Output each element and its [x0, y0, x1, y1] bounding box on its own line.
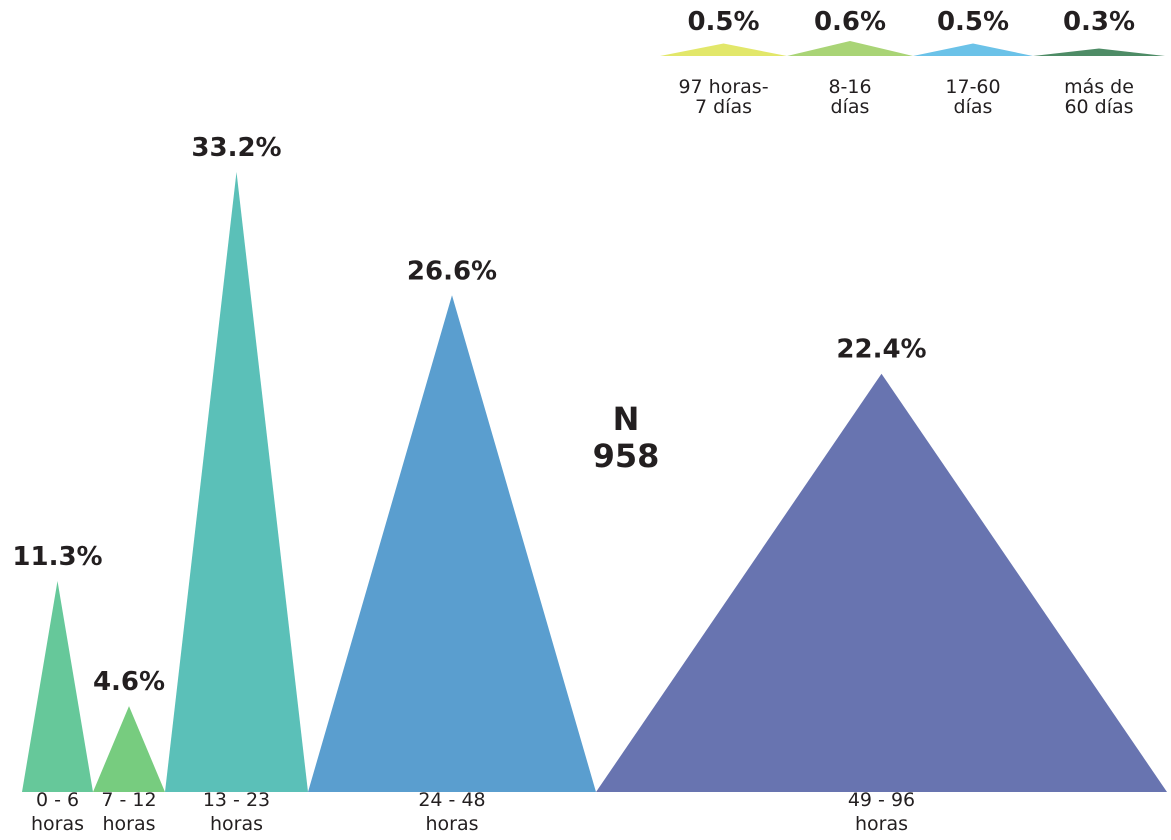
category-label-0-6-horas-line2: horas [31, 813, 84, 835]
triangle-m-s-de-60-d-as [1033, 48, 1165, 56]
n-annotation: N 958 [593, 400, 660, 475]
category-label-24-48-horas-line2: horas [425, 813, 478, 835]
value-label-97-horas-7-d-as: 0.5% [687, 7, 759, 37]
category-label-97-horas-7-d-as-line1: 97 horas- [678, 76, 768, 98]
category-label-97-horas-7-d-as-line2: 7 días [695, 96, 752, 118]
triangle-series [22, 41, 1167, 792]
value-label-7-12-horas: 4.6% [93, 667, 165, 697]
value-label-13-23-horas: 33.2% [191, 133, 281, 163]
triangle-97-horas-7-d-as [660, 43, 787, 56]
n-value: 958 [593, 437, 660, 475]
category-label-13-23-horas-line2: horas [210, 813, 263, 835]
category-label-13-23-horas-line1: 13 - 23 [203, 789, 270, 811]
triangle-7-12-horas [93, 706, 165, 792]
triangle-0-6-horas [22, 581, 93, 792]
category-label-17-60-d-as-line2: días [954, 96, 993, 118]
category-label-7-12-horas-line2: horas [102, 813, 155, 835]
category-label-24-48-horas-line1: 24 - 48 [418, 789, 485, 811]
category-label-49-96-horas-line2: horas [855, 813, 908, 835]
category-label-7-12-horas-line1: 7 - 12 [101, 789, 156, 811]
value-label-0-6-horas: 11.3% [12, 542, 102, 572]
triangle-49-96-horas [596, 373, 1167, 792]
category-label-0-6-horas-line1: 0 - 6 [36, 789, 79, 811]
triangle-13-23-horas [165, 172, 308, 792]
triangle-17-60-d-as [913, 43, 1033, 56]
category-label-17-60-d-as-line1: 17-60 [945, 76, 1000, 98]
category-label-8-16-d-as-line1: 8-16 [828, 76, 871, 98]
category-label-m-s-de-60-d-as-line1: más de [1064, 76, 1134, 98]
value-label-49-96-horas: 22.4% [836, 335, 926, 365]
category-label-8-16-d-as-line2: días [831, 96, 870, 118]
category-label-49-96-horas-line1: 49 - 96 [848, 789, 915, 811]
category-label-m-s-de-60-d-as-line2: 60 días [1064, 96, 1133, 118]
value-label-m-s-de-60-d-as: 0.3% [1063, 7, 1135, 37]
triangle-8-16-d-as [787, 41, 913, 56]
triangle-24-48-horas [308, 295, 596, 792]
n-title: N [613, 400, 640, 438]
value-label-17-60-d-as: 0.5% [937, 7, 1009, 37]
value-label-8-16-d-as: 0.6% [814, 7, 886, 37]
value-label-24-48-horas: 26.6% [407, 256, 497, 286]
